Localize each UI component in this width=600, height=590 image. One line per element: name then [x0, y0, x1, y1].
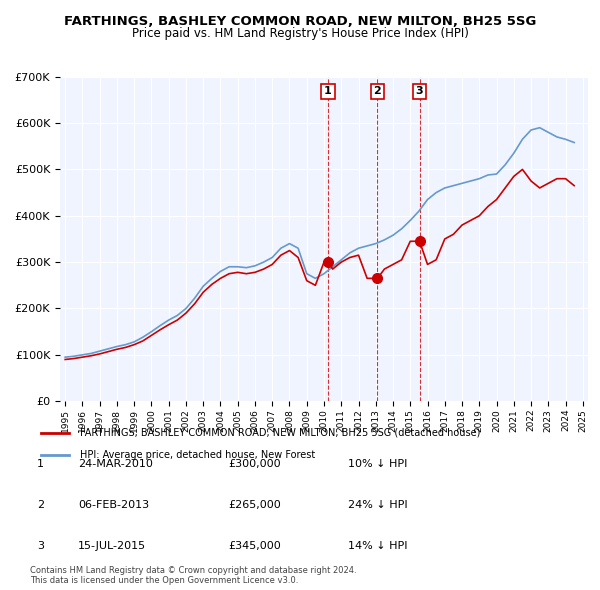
Text: Price paid vs. HM Land Registry's House Price Index (HPI): Price paid vs. HM Land Registry's House … — [131, 27, 469, 40]
Text: £300,000: £300,000 — [228, 459, 281, 468]
Text: FARTHINGS, BASHLEY COMMON ROAD, NEW MILTON, BH25 5SG (detached house): FARTHINGS, BASHLEY COMMON ROAD, NEW MILT… — [80, 428, 480, 438]
Text: FARTHINGS, BASHLEY COMMON ROAD, NEW MILTON, BH25 5SG: FARTHINGS, BASHLEY COMMON ROAD, NEW MILT… — [64, 15, 536, 28]
Text: 1: 1 — [37, 459, 44, 468]
Text: 10% ↓ HPI: 10% ↓ HPI — [348, 459, 407, 468]
Text: HPI: Average price, detached house, New Forest: HPI: Average price, detached house, New … — [80, 450, 315, 460]
Text: 2: 2 — [37, 500, 44, 510]
Text: 2: 2 — [373, 86, 381, 96]
Text: Contains HM Land Registry data © Crown copyright and database right 2024.
This d: Contains HM Land Registry data © Crown c… — [30, 566, 356, 585]
Text: 24-MAR-2010: 24-MAR-2010 — [78, 459, 153, 468]
Text: 3: 3 — [37, 542, 44, 551]
Text: 1: 1 — [324, 86, 332, 96]
Text: £265,000: £265,000 — [228, 500, 281, 510]
Text: 3: 3 — [416, 86, 424, 96]
Text: 06-FEB-2013: 06-FEB-2013 — [78, 500, 149, 510]
Text: 14% ↓ HPI: 14% ↓ HPI — [348, 542, 407, 551]
Text: 24% ↓ HPI: 24% ↓ HPI — [348, 500, 407, 510]
Text: £345,000: £345,000 — [228, 542, 281, 551]
Text: 15-JUL-2015: 15-JUL-2015 — [78, 542, 146, 551]
